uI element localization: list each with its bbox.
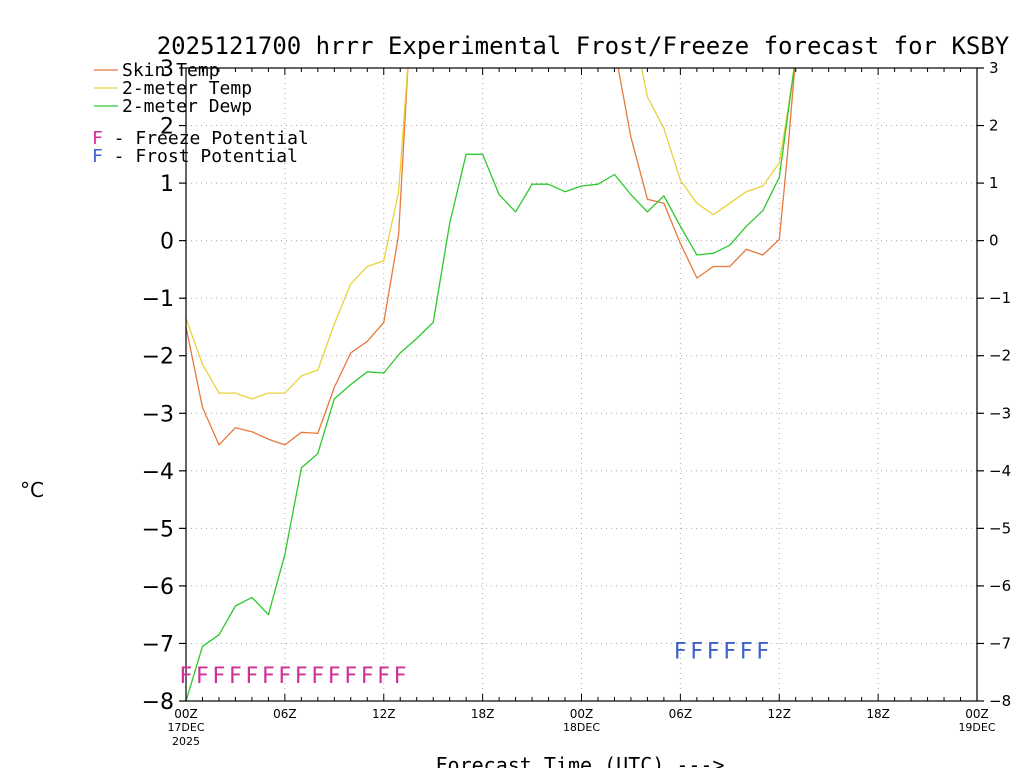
y-tick-label-right: −1 (989, 289, 1011, 307)
y-tick-label-right: −5 (989, 519, 1011, 537)
x-tick-label: 00Z (174, 707, 198, 721)
y-tick-label-left: 0 (160, 230, 174, 255)
potential-markers: F F F F F F F F F F F F F FF F F F F F (180, 639, 769, 689)
axis-ticks: −8 −8 −7 −7 −6 −6 −5 −5 −4 −4 −3 −3 −2 −2 −1 −1 0 0 1 1 2 2 3 3… (142, 57, 1012, 748)
series-layer (186, 68, 796, 701)
frost-marker: F (707, 639, 720, 664)
y-tick-label-right: 3 (989, 59, 999, 77)
freeze-marker: F (279, 664, 292, 689)
y-tick-label-right: −8 (989, 692, 1011, 710)
freeze-marker: F (328, 664, 341, 689)
x-tick-date-label: 18DEC (563, 721, 600, 734)
potential-legend-symbol: F (92, 146, 103, 167)
x-tick-label: 18Z (471, 707, 495, 721)
series-line-2-meter-temp (186, 68, 795, 400)
freeze-marker: F (361, 664, 374, 689)
freeze-marker: F (344, 664, 357, 689)
x-tick-label: 12Z (372, 707, 396, 721)
y-tick-label-left: 2 (160, 115, 174, 140)
freeze-marker: F (312, 664, 325, 689)
x-tick-label: 00Z (965, 707, 989, 721)
y-tick-label-left: −6 (142, 575, 174, 600)
frost-marker: F (756, 639, 769, 664)
y-tick-label-right: −2 (989, 347, 1011, 365)
freeze-marker: F (394, 664, 407, 689)
y-tick-label-right: 0 (989, 232, 999, 250)
freeze-marker: F (377, 664, 390, 689)
frost-marker: F (740, 639, 753, 664)
freeze-marker: F (180, 664, 193, 689)
y-axis-label: °C (20, 478, 44, 502)
y-tick-label-left: −1 (142, 287, 174, 312)
potential-legend-text: - Frost Potential (103, 146, 298, 167)
y-tick-label-left: 3 (160, 57, 174, 82)
potential-legend-entry: F - Frost Potential (92, 146, 298, 167)
x-tick-label: 00Z (570, 707, 594, 721)
series-line-2-meter-dewp (186, 68, 795, 701)
potential-legend-text: - Freeze Potential (103, 128, 309, 149)
freeze-marker: F (295, 664, 308, 689)
y-tick-label-left: −2 (142, 345, 174, 370)
chart-title: 2025121700 hrrr Experimental Frost/Freez… (157, 32, 1010, 60)
potential-legend-entry: F - Freeze Potential (92, 128, 309, 149)
x-tick-date-label: 17DEC (167, 721, 204, 734)
x-tick-label: 12Z (768, 707, 792, 721)
freeze-marker: F (229, 664, 242, 689)
potential-legend-symbol: F (92, 128, 103, 149)
y-tick-label-left: −4 (142, 460, 174, 485)
y-tick-label-right: −4 (989, 462, 1011, 480)
x-tick-label: 06Z (669, 707, 693, 721)
y-tick-label-left: −3 (142, 402, 174, 427)
x-tick-label: 06Z (273, 707, 297, 721)
y-tick-label-right: 2 (989, 117, 999, 135)
x-tick-year-label: 2025 (172, 735, 200, 748)
legend-label: 2-meter Temp (122, 78, 252, 99)
freeze-marker: F (262, 664, 275, 689)
x-tick-date-label: 19DEC (958, 721, 995, 734)
frost-marker: F (674, 639, 687, 664)
y-tick-label-right: −7 (989, 634, 1011, 652)
freeze-marker: F (196, 664, 209, 689)
freeze-marker: F (246, 664, 259, 689)
frost-marker: F (691, 639, 704, 664)
freeze-marker: F (213, 664, 226, 689)
y-tick-label-left: −8 (142, 690, 174, 715)
legend-label: Skin Temp (122, 60, 220, 81)
y-tick-label-left: 1 (160, 172, 174, 197)
y-tick-label-right: −3 (989, 404, 1011, 422)
series-line-skin-temp (186, 68, 796, 446)
y-tick-label-right: 1 (989, 174, 999, 192)
y-tick-label-left: −7 (142, 632, 174, 657)
x-axis-label: Forecast Time (UTC) ---> (436, 753, 725, 768)
y-tick-label-left: −5 (142, 517, 174, 542)
legend-label: 2-meter Dewp (122, 96, 252, 117)
frost-marker: F (723, 639, 736, 664)
x-tick-label: 18Z (866, 707, 890, 721)
y-tick-label-right: −6 (989, 577, 1011, 595)
